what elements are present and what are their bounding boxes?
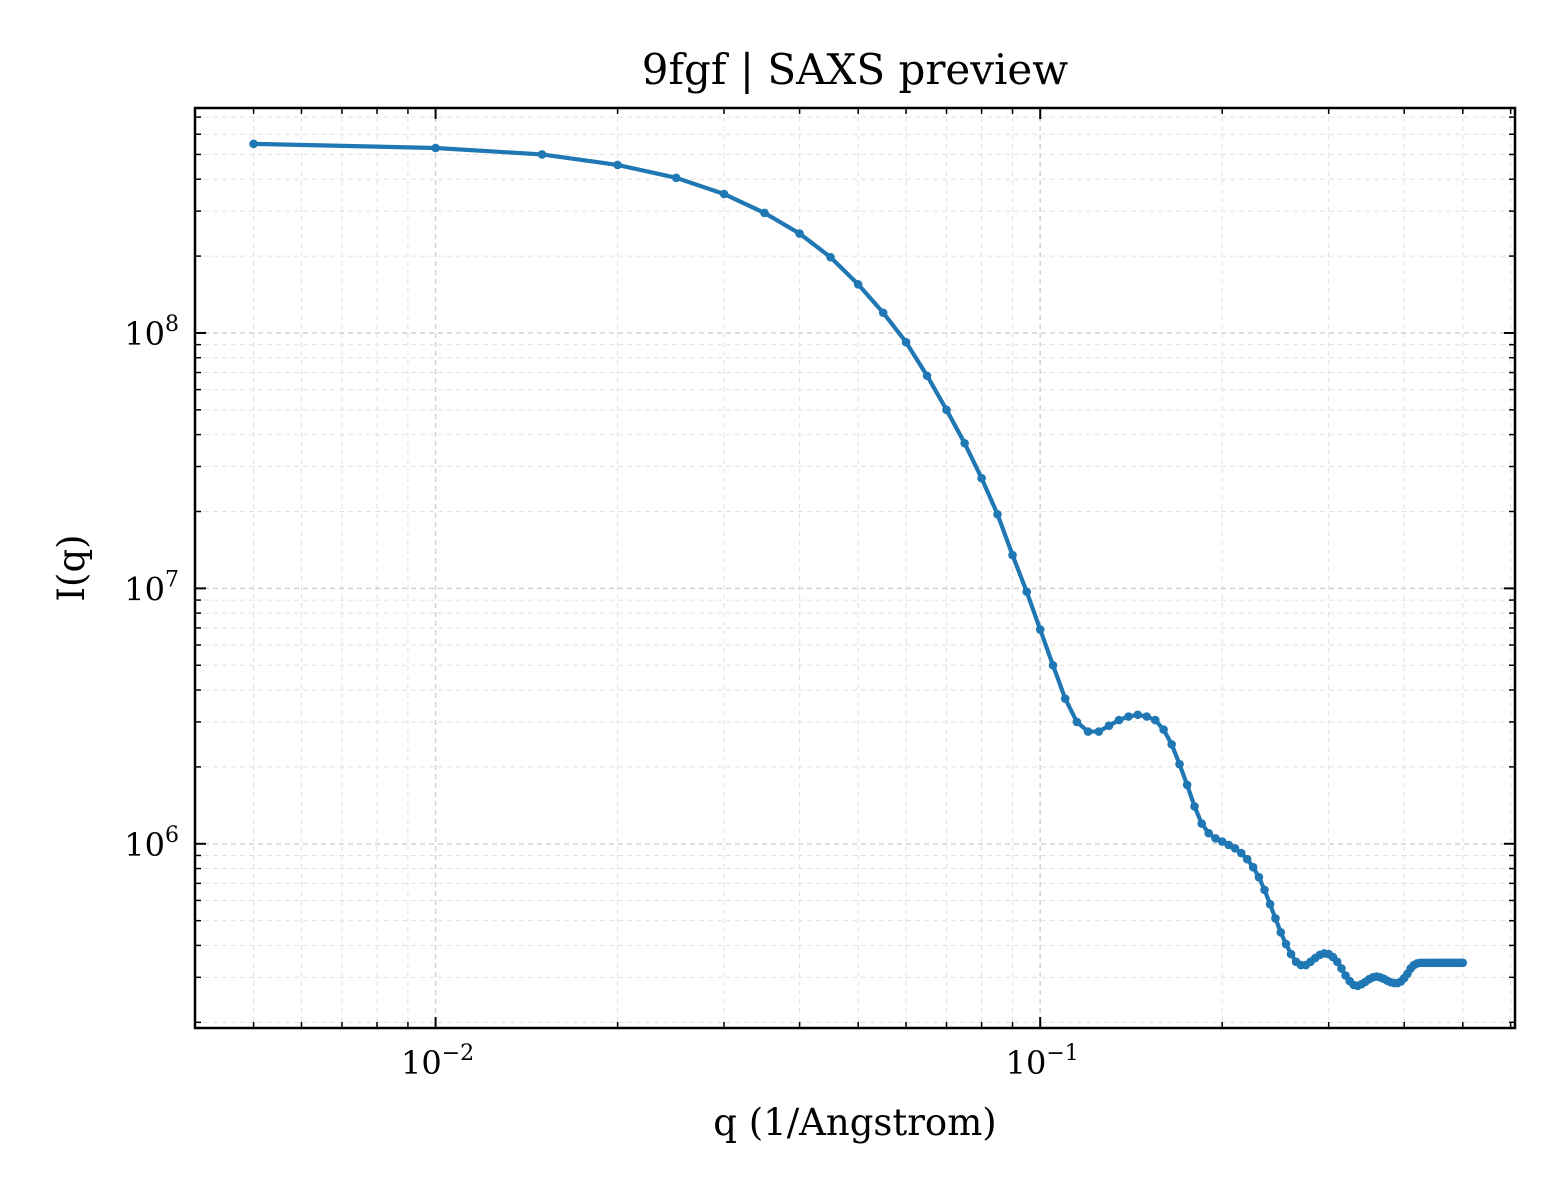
- data-point: [1094, 727, 1104, 736]
- data-point: [1197, 819, 1207, 828]
- y-tick-label: 106: [124, 823, 179, 864]
- y-axis-label: I(q): [50, 534, 93, 601]
- data-point: [1224, 840, 1233, 850]
- data-point: [1204, 828, 1214, 838]
- data-point: [613, 160, 622, 170]
- data-series: [249, 139, 1468, 991]
- data-point: [1133, 710, 1143, 720]
- data-point: [1286, 949, 1296, 959]
- data-point: [1260, 885, 1269, 895]
- y-tick-label: 108: [124, 312, 179, 353]
- chart-title: 9fgf | SAXS preview: [642, 45, 1069, 94]
- data-point: [671, 173, 681, 183]
- data-point: [431, 143, 440, 153]
- data-point: [1458, 958, 1468, 968]
- data-point: [719, 189, 729, 199]
- data-point: [1142, 712, 1151, 721]
- data-point: [1167, 740, 1176, 749]
- data-point: [993, 509, 1002, 519]
- data-point: [1211, 834, 1220, 843]
- data-point: [1072, 717, 1082, 727]
- data-point: [826, 252, 835, 262]
- data-point: [249, 139, 258, 149]
- data-point: [1332, 957, 1342, 967]
- data-point: [942, 405, 951, 415]
- data-point: [1060, 694, 1070, 703]
- data-point: [977, 473, 986, 483]
- y-tick-label: 107: [124, 567, 179, 608]
- data-point: [537, 150, 547, 159]
- data-point: [960, 438, 969, 448]
- data-point: [1175, 759, 1184, 769]
- data-point: [1182, 780, 1192, 790]
- data-point: [1083, 727, 1093, 736]
- data-point: [922, 371, 932, 381]
- data-point: [1337, 964, 1346, 973]
- data-point: [1035, 625, 1045, 634]
- data-point: [1150, 715, 1160, 725]
- major-grid: [195, 108, 1515, 1028]
- data-point: [878, 308, 888, 318]
- data-point: [795, 229, 804, 238]
- data-point: [1248, 862, 1258, 872]
- data-point: [1230, 844, 1240, 853]
- x-axis-label: q (1/Angstrom): [713, 1101, 996, 1144]
- data-point: [901, 337, 911, 347]
- data-point: [760, 208, 769, 218]
- x-tick-label: 10−2: [401, 1041, 474, 1082]
- data-point: [1265, 899, 1275, 909]
- data-point: [1114, 715, 1124, 725]
- plot-frame: [193, 106, 1517, 1030]
- data-point: [1159, 725, 1168, 734]
- data-point: [1048, 660, 1058, 670]
- data-point: [1236, 848, 1246, 858]
- data-point: [1022, 587, 1032, 597]
- data-point: [1276, 928, 1286, 937]
- data-point: [1124, 712, 1133, 721]
- data-point: [853, 280, 863, 289]
- data-point: [1190, 802, 1199, 811]
- data-point: [1242, 854, 1252, 864]
- data-point: [1281, 939, 1291, 949]
- data-point: [1254, 872, 1264, 882]
- data-point: [1271, 914, 1280, 923]
- minor-grid: [194, 108, 1515, 1028]
- data-point: [1217, 837, 1227, 846]
- tick-labels: 10−2 10−1 106 107 108: [124, 312, 1078, 1082]
- data-point: [1008, 550, 1017, 560]
- data-point: [1104, 721, 1114, 730]
- x-tick-label: 10−1: [1006, 1041, 1079, 1082]
